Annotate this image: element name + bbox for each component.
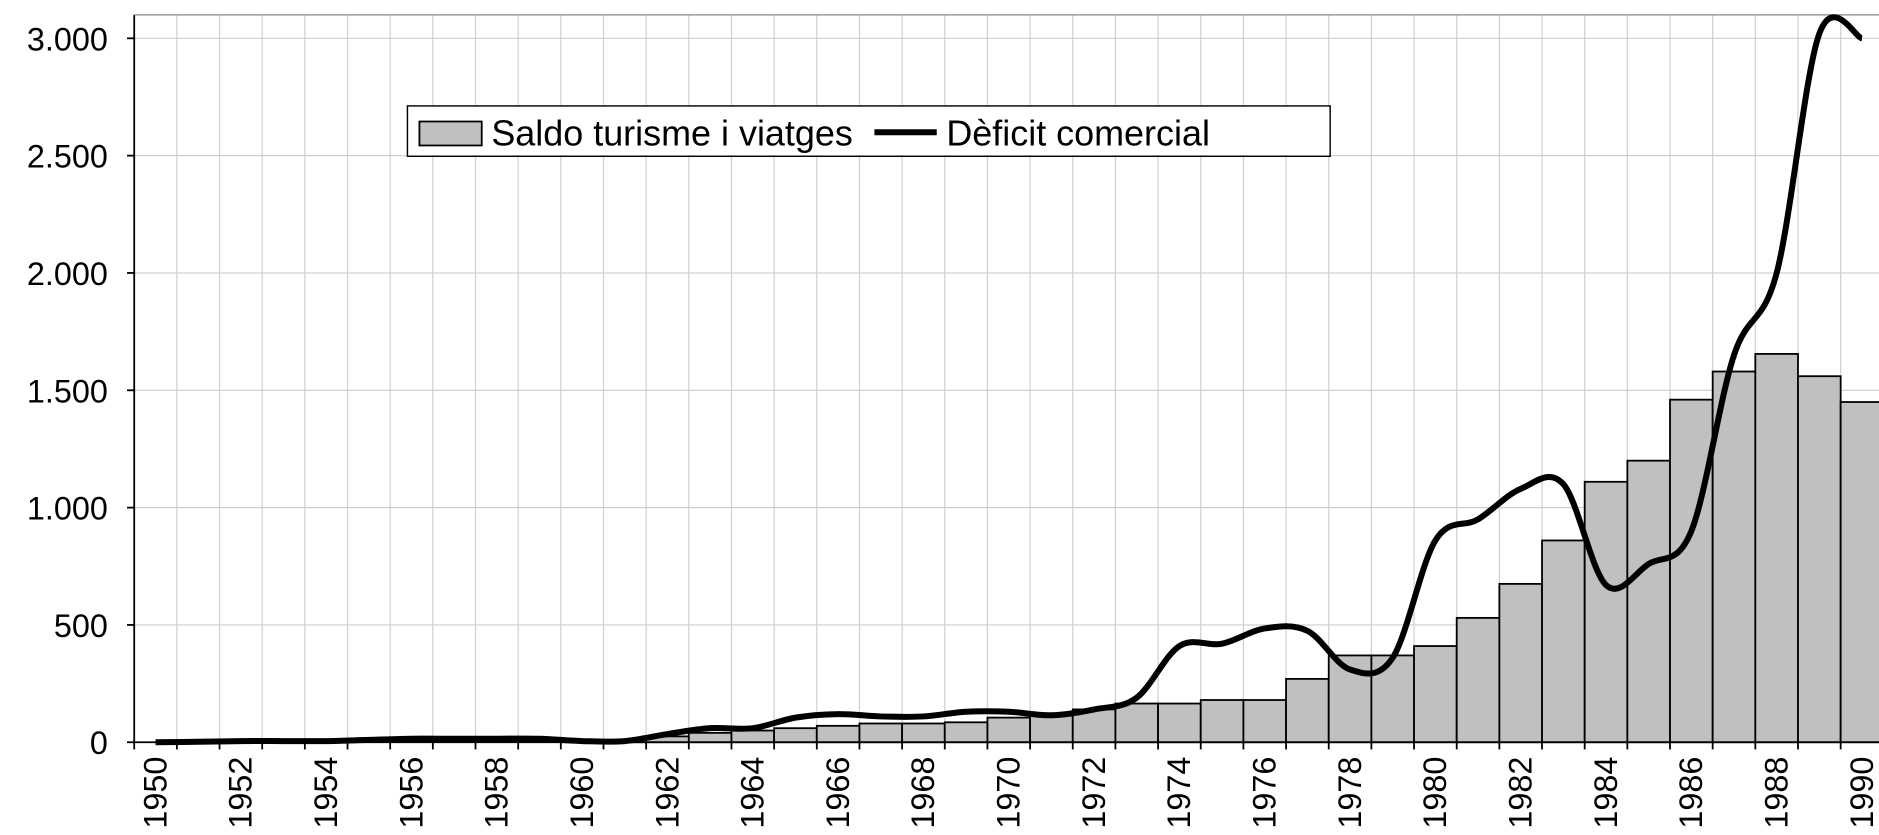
bar <box>986 716 1031 744</box>
legend-box <box>406 105 1331 157</box>
legend-label: Saldo turisme i viatges <box>491 112 853 153</box>
bar <box>1839 401 1879 744</box>
x-tick-label: 1960 <box>564 757 600 829</box>
x-tick-label: 1964 <box>735 757 771 829</box>
x-tick-label: 1974 <box>1161 757 1197 829</box>
x-tick-label: 1978 <box>1332 757 1368 829</box>
legend-swatch <box>418 120 483 147</box>
bar <box>1242 699 1287 744</box>
x-tick-label: 1986 <box>1673 757 1709 829</box>
line <box>155 14 1864 746</box>
bar <box>815 724 861 744</box>
y-tick-label: 2.000 <box>27 256 108 292</box>
bar <box>858 722 904 744</box>
bar <box>687 731 733 744</box>
bar <box>1669 398 1714 744</box>
x-tick-label: 1966 <box>820 757 856 829</box>
y-tick-label: 1.000 <box>27 491 108 527</box>
bar <box>1583 480 1629 744</box>
bar <box>773 727 818 744</box>
x-tick-label: 1980 <box>1417 757 1453 829</box>
y-tick-label: 2.500 <box>27 139 108 175</box>
x-tick-label: 1984 <box>1588 757 1624 829</box>
bar <box>1199 699 1245 744</box>
bar <box>1455 616 1501 744</box>
y-tick-label: 0 <box>90 725 108 761</box>
x-tick-label: 1956 <box>393 757 429 829</box>
y-tick-label: 1.500 <box>27 373 108 409</box>
y-tick-label: 500 <box>54 608 108 644</box>
bar <box>1541 539 1586 744</box>
bar <box>1711 370 1757 744</box>
x-tick-label: 1954 <box>308 757 344 829</box>
bar <box>1413 645 1458 744</box>
x-tick-label: 1962 <box>649 757 685 829</box>
bar <box>1754 353 1799 744</box>
bar <box>1498 582 1543 744</box>
x-tick-label: 1972 <box>1076 757 1112 829</box>
bar <box>901 722 946 744</box>
x-tick-label: 1976 <box>1247 757 1283 829</box>
x-tick-label: 1968 <box>905 757 941 829</box>
x-tick-label: 1982 <box>1502 757 1538 829</box>
x-tick-label: 1990 <box>1844 757 1879 829</box>
x-tick-label: 1958 <box>479 757 515 829</box>
bar <box>730 729 776 744</box>
bar <box>1797 375 1842 744</box>
x-tick-label: 1952 <box>223 757 259 829</box>
bar <box>943 721 989 744</box>
y-tick-label: 3.000 <box>27 21 108 57</box>
legend-label: Dèficit comercial <box>946 112 1210 153</box>
bar <box>1114 702 1159 744</box>
x-tick-label: 1970 <box>991 757 1027 829</box>
bar <box>1157 702 1202 744</box>
x-tick-label: 1950 <box>137 757 173 829</box>
bar <box>1285 677 1330 744</box>
x-tick-label: 1988 <box>1758 757 1794 829</box>
bar <box>1626 459 1671 744</box>
bar <box>1029 714 1074 744</box>
